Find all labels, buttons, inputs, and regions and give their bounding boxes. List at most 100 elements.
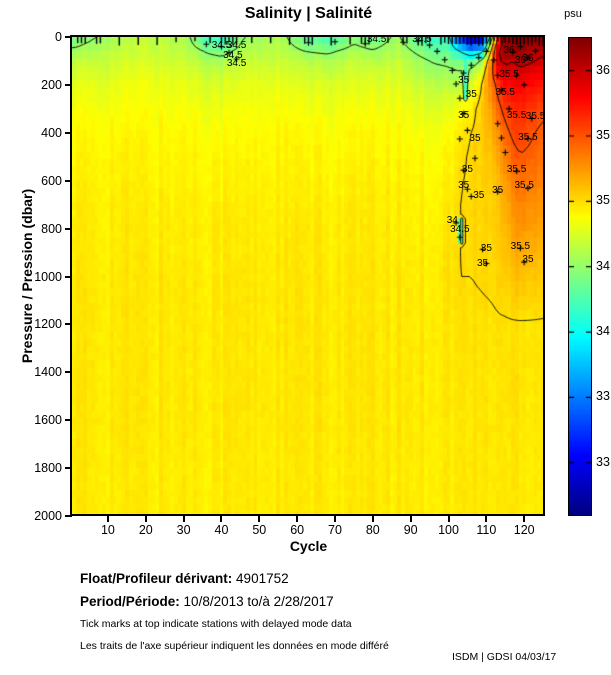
colorbar-gradient-canvas <box>569 38 591 515</box>
period-label: Period/Période: <box>80 594 180 609</box>
contour-label: 34 <box>446 214 458 226</box>
colorbar-tick-label: 33 <box>596 454 610 469</box>
contour-label: 35 <box>461 164 473 176</box>
contour-label: 34.5 <box>450 224 470 236</box>
y-tick-mark <box>65 227 72 230</box>
contour-label: 35.5 <box>518 131 538 143</box>
y-tick-mark <box>65 323 72 326</box>
y-tick-mark <box>65 275 72 278</box>
x-tick-mark <box>333 516 336 522</box>
salinity-heatmap-canvas <box>72 37 545 516</box>
x-tick-label: 80 <box>365 523 380 537</box>
contour-label: 35 <box>469 132 481 144</box>
x-tick-label: 40 <box>214 523 229 537</box>
x-tick-label: 90 <box>403 523 418 537</box>
y-tick-mark <box>65 131 72 134</box>
float-id-label: Float/Profileur dérivant: <box>80 571 233 586</box>
x-tick-label: 120 <box>513 523 535 537</box>
contour-label: 35.5 <box>499 68 519 80</box>
x-tick-mark <box>523 516 526 522</box>
y-axis-label: Pressure / Pression (dbar) <box>19 188 35 364</box>
x-tick-mark <box>371 516 374 522</box>
y-tick-mark <box>65 467 72 470</box>
contour-label: 35 <box>465 89 477 101</box>
contour-label: 34.5 <box>226 39 247 51</box>
contour-label: 36 <box>522 53 534 65</box>
contour-label: 35 <box>522 253 534 265</box>
note-english: Tick marks at top indicate stations with… <box>80 618 352 630</box>
y-tick-label: 200 <box>41 77 62 92</box>
x-tick-mark <box>144 516 147 522</box>
colorbar <box>568 37 592 516</box>
colorbar-tick-label: 35.5 <box>596 128 611 142</box>
contour-label: 35 <box>480 243 492 255</box>
colorbar-tick-label: 35 <box>596 193 610 208</box>
contour-label: 36 <box>514 54 526 66</box>
y-tick-label: 1600 <box>34 413 62 428</box>
contour-label: 35.5 <box>495 86 515 98</box>
colorbar-tick-label: 36 <box>596 62 610 77</box>
plot-title: Salinity | Salinité <box>244 5 373 22</box>
contour-label: 34.5 <box>223 50 243 62</box>
y-tick-mark <box>65 36 72 38</box>
contour-label: 35.5 <box>525 110 546 122</box>
y-tick-label: 800 <box>41 221 62 236</box>
contour-label: 35.5 <box>510 240 531 252</box>
contour-label: 35 <box>473 190 485 202</box>
y-tick-mark <box>65 371 72 374</box>
x-tick-label: 50 <box>252 523 267 537</box>
y-tick-mark <box>65 179 72 182</box>
x-tick-mark <box>485 516 488 522</box>
contour-label: 34.5 <box>211 40 232 52</box>
period-line: Period/Période: 10/8/2013 to/à 2/28/2017 <box>80 594 334 609</box>
x-tick-mark <box>296 516 299 522</box>
x-tick-mark <box>258 516 261 522</box>
y-tick-label: 1200 <box>34 317 62 332</box>
contour-label: 35 <box>458 179 470 191</box>
y-tick-mark <box>65 419 72 422</box>
x-tick-label: 20 <box>138 523 153 537</box>
contour-label: 35 <box>458 75 470 87</box>
contour-label: 35 <box>492 184 504 196</box>
x-tick-label: 30 <box>176 523 191 537</box>
contour-label: 34.5 <box>412 33 432 45</box>
float-id-value: 4901752 <box>236 571 289 586</box>
y-tick-label: 1000 <box>34 269 62 284</box>
colorbar-unit-label: psu <box>564 8 582 20</box>
y-tick-label: 1800 <box>34 461 62 476</box>
contour-label: 36 <box>503 44 515 56</box>
contour-label: 35 <box>477 258 489 270</box>
contour-label: 34.5 <box>366 34 387 46</box>
x-tick-label: 70 <box>328 523 342 537</box>
x-tick-label: 10 <box>100 523 115 537</box>
x-tick-mark <box>182 516 185 522</box>
contour-label: 35.5 <box>506 164 527 176</box>
colorbar-tick-label: 33.5 <box>596 389 611 404</box>
float-id-line: Float/Profileur dérivant: 4901752 <box>80 571 289 586</box>
contour-label: 35.5 <box>514 180 534 192</box>
y-tick-label: 400 <box>41 125 62 140</box>
contour-label: 34.5 <box>226 57 247 69</box>
y-tick-label: 2000 <box>34 509 62 523</box>
contour-label: 35.5 <box>506 110 527 122</box>
x-tick-label: 110 <box>476 523 497 537</box>
period-value: 10/8/2013 to/à 2/28/2017 <box>183 594 334 609</box>
plot-area: 34.5 34.5 34.5 34.5 34.5 34.5 35 35 35 35 35 35 35 34… <box>72 33 546 516</box>
x-tick-label: 60 <box>290 523 305 537</box>
y-tick-label: 0 <box>55 30 62 44</box>
x-tick-mark <box>220 516 223 522</box>
x-axis-label: Cycle <box>289 538 328 554</box>
x-tick-mark <box>447 516 450 522</box>
y-tick-mark <box>65 83 72 86</box>
credit-stamp: ISDM | GDSI 04/03/17 <box>452 651 557 663</box>
x-tick-label: 100 <box>438 523 459 537</box>
y-tick-label: 600 <box>41 173 62 188</box>
note-french: Les traits de l'axe supérieur indiquent … <box>80 640 389 652</box>
x-tick-mark <box>106 516 109 522</box>
contour-label: 35 <box>458 110 470 122</box>
x-tick-mark <box>409 516 412 522</box>
colorbar-tick-label: 34 <box>596 324 610 339</box>
y-tick-label: 1400 <box>34 365 62 380</box>
colorbar-tick-label: 34.5 <box>596 258 611 273</box>
